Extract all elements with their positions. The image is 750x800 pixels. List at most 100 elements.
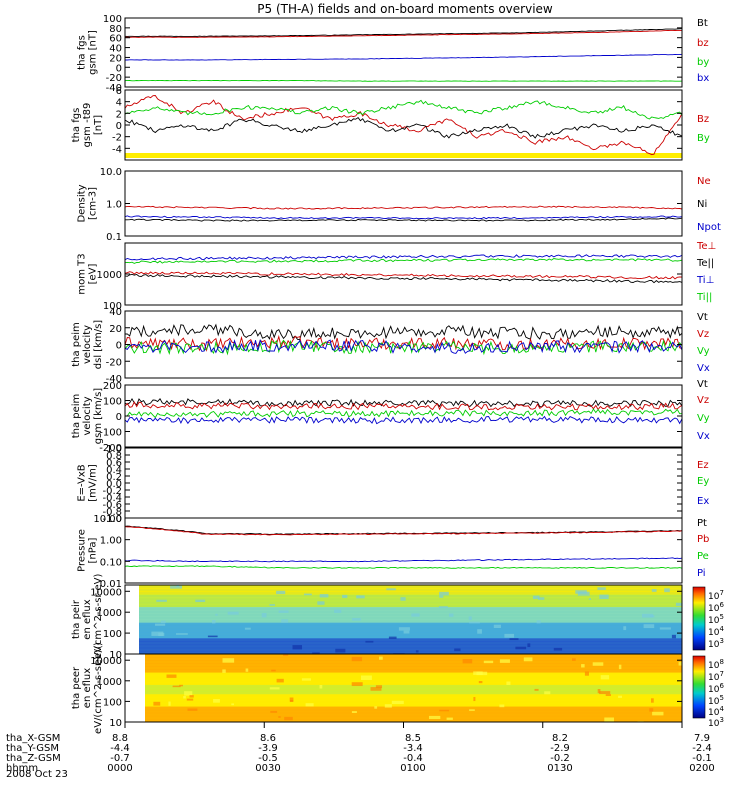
spectrogram-speckle [651, 589, 657, 592]
series-group-peim_velocity_gsm [125, 397, 682, 425]
spectrogram-band [145, 697, 682, 701]
y-axis-label-line: [nT] [93, 115, 104, 135]
spectrogram-speckle [469, 709, 475, 711]
x-axis-tick-label: -4.4 [110, 743, 130, 754]
spectrogram-speckle [276, 590, 286, 595]
y-tick-label: 80 [109, 24, 122, 35]
y-axis-label-line: dsl [km/s] [93, 320, 104, 370]
series-line-bx [125, 79, 682, 82]
legend-entry: Bx [697, 0, 710, 3]
spectrogram-speckle [553, 647, 563, 651]
y-axis-label: tha fgs gsm -t89 [nT] [71, 103, 104, 148]
y-axis-label-line: [mV/m] [88, 464, 99, 502]
spectrogram-speckle [649, 708, 654, 712]
y-tick-label: -4 [112, 144, 122, 155]
spectrogram-speckle [172, 685, 181, 688]
legend-entry: Ne [697, 176, 711, 187]
y-tick-label: 0.01 [100, 579, 122, 590]
spectrogram-band [139, 610, 682, 614]
spectrogram-speckle [509, 638, 519, 641]
spectrogram-band [139, 597, 682, 602]
colorbar-tick-exponent: 7 [719, 670, 723, 678]
spectrogram-speckle [195, 599, 206, 603]
spectrogram-band [139, 585, 682, 589]
x-axis-tick-label: -0.2 [550, 753, 570, 764]
spectrogram-speckle [623, 626, 627, 631]
series-line-Te|| [125, 273, 682, 284]
series-line-Vt [125, 323, 682, 341]
legend-entry: Pe [697, 551, 709, 562]
spectrogram-band [145, 666, 682, 671]
spectrogram-speckle [581, 664, 585, 668]
spectrogram-speckle [356, 595, 365, 599]
spectrogram-speckle [269, 687, 280, 690]
spectrogram-speckle [278, 610, 289, 613]
legend-entry: Ey [697, 476, 709, 487]
legend-entry: Ni [697, 199, 707, 210]
spectrogram-speckle [278, 716, 281, 718]
x-axis-row-label: tha_Z-GSM [6, 753, 61, 764]
colorbar-tick-exponent: 5 [719, 613, 723, 621]
spectrogram-speckle [289, 697, 294, 702]
spectrogram-speckle [176, 633, 188, 635]
spectrogram-band [145, 663, 682, 667]
series-group-fgs_gsm_dtrend [125, 95, 682, 158]
y-tick-label: 6 [116, 86, 122, 97]
spectrogram-speckle [592, 662, 604, 666]
y-axis-label: Density [cm-3] [77, 184, 99, 222]
panel-frame [124, 447, 683, 519]
legend-entry: Vt [697, 312, 708, 323]
x-axis-tick-label: -3.9 [258, 743, 278, 754]
spectrogram-speckle [675, 602, 682, 606]
spectrogram-speckle [304, 593, 312, 596]
legend-entry: Ti⊥ [696, 275, 714, 286]
y-tick-label: 2 [116, 109, 122, 120]
spectrogram-band [145, 694, 682, 698]
spectrogram-speckle [398, 627, 410, 631]
spectrogram-speckle [186, 698, 194, 701]
y-tick-label: 0.8 [106, 451, 122, 462]
spectrogram-band [145, 715, 682, 720]
y-tick-label: -1.0 [102, 514, 122, 525]
spectrogram-speckle [276, 678, 284, 683]
y-tick-label: -20 [106, 73, 122, 84]
x-axis-tick-label: 0100 [400, 763, 425, 774]
spectrogram-speckle [575, 590, 587, 594]
spectrogram-speckle [334, 609, 342, 613]
spectrogram-speckle [599, 691, 611, 695]
spectrogram-band [139, 600, 682, 605]
spectrogram-band [145, 706, 682, 711]
spectrogram-peir_en_eflux [139, 585, 682, 654]
legend-entry: Bz [697, 114, 709, 125]
y-tick-label: 1000 [97, 270, 122, 281]
spectrogram-speckle [155, 623, 166, 626]
spectrogram-speckle [448, 613, 454, 617]
y-tick-label: 1.0 [106, 200, 122, 211]
spectrogram-speckle [454, 648, 461, 652]
y-axis-label-line: eV/(cm^2-s-sr-eV) [93, 573, 104, 665]
y-tick-label: 10 [109, 650, 122, 661]
colorbar-tick-exponent: 3 [719, 716, 723, 724]
legend-entry: Te⊥ [696, 241, 716, 252]
y-axis-label: tha peim velocity gsm [km/s] [71, 388, 104, 444]
x-axis-tick-label: -2.9 [550, 743, 570, 754]
y-tick-label: -40 [106, 374, 122, 385]
x-axis-row-label: tha_X-GSM [6, 733, 60, 744]
spectrogram-speckle [388, 636, 397, 639]
spectrogram-band [139, 644, 682, 649]
colorbar-tick-exponent: 5 [719, 694, 723, 702]
spectrogram-band [139, 622, 682, 627]
y-tick-label: 0 [116, 63, 122, 74]
spectrogram-speckle [597, 689, 601, 694]
series-group-pressure [125, 525, 682, 569]
series-line-by [125, 53, 682, 61]
spectrogram-speckle [538, 597, 545, 600]
spectrogram-speckle [671, 634, 676, 639]
series-group-density [125, 205, 682, 222]
colorbar-peer_en_eflux [692, 655, 706, 719]
spectrogram-speckle [319, 594, 329, 598]
spectrogram-speckle [271, 669, 276, 672]
spectrogram-speckle [642, 613, 654, 618]
